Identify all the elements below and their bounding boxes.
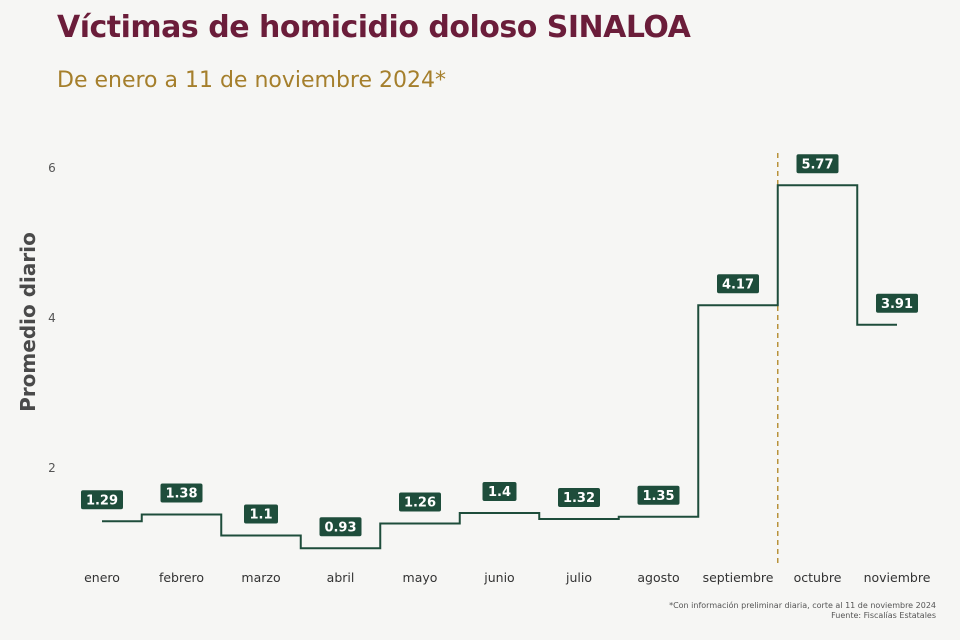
- data-label: 1.38: [165, 487, 197, 502]
- data-label: 1.35: [642, 489, 674, 504]
- x-tick-label: octubre: [794, 570, 842, 585]
- y-tick-label: 2: [48, 461, 56, 475]
- data-label-box: [399, 492, 441, 512]
- x-tick-label: julio: [565, 570, 592, 585]
- x-tick-label: marzo: [241, 570, 280, 585]
- data-label-box: [796, 154, 839, 174]
- chart-subtitle: De enero a 11 de noviembre 2024*: [57, 68, 446, 93]
- data-label-box: [637, 485, 680, 505]
- chart-title: Víctimas de homicidio doloso SINALOA: [57, 10, 691, 45]
- x-tick-label: junio: [483, 570, 514, 585]
- data-label-box: [244, 504, 278, 524]
- x-tick-label: septiembre: [703, 570, 774, 585]
- series-line: [102, 184, 897, 550]
- data-label: 1.32: [563, 491, 595, 506]
- data-label-box: [876, 293, 918, 313]
- data-label-box: [160, 483, 203, 503]
- source-text: Fuente: Fiscalías Estatales: [831, 611, 936, 620]
- x-tick-label: mayo: [403, 570, 438, 585]
- x-tick-label: agosto: [637, 570, 679, 585]
- x-tick-label: febrero: [159, 570, 204, 585]
- data-label: 5.77: [801, 157, 833, 172]
- data-label: 3.91: [881, 297, 913, 312]
- footnote: *Con información preliminar diaria, cort…: [669, 601, 936, 621]
- y-tick-label: 6: [48, 161, 56, 175]
- data-label: 1.26: [404, 496, 436, 511]
- x-tick-label: noviembre: [864, 570, 931, 585]
- data-label: 1.4: [488, 485, 511, 500]
- x-tick-label: enero: [84, 570, 120, 585]
- data-label: 4.17: [722, 277, 754, 292]
- data-label: 1.29: [86, 493, 118, 508]
- footnote-text: *Con información preliminar diaria, cort…: [669, 601, 936, 610]
- y-tick-label: 4: [48, 311, 56, 325]
- data-label-box: [482, 482, 517, 501]
- data-label: 0.93: [324, 520, 356, 535]
- data-label-box: [558, 488, 600, 507]
- data-label: 1.1: [249, 508, 272, 523]
- x-tick-label: abril: [327, 570, 355, 585]
- data-label-box: [319, 517, 362, 537]
- data-label-box: [81, 490, 123, 510]
- data-label-box: [717, 274, 759, 294]
